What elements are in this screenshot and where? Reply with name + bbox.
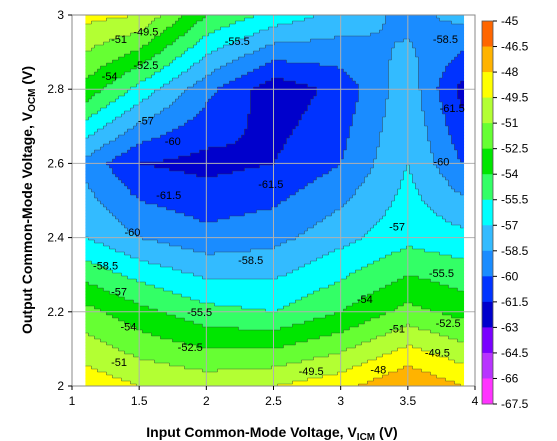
color-scale-label: -66: [501, 371, 519, 385]
y-tick-label: 2.2: [47, 305, 64, 319]
color-scale-label: -51: [501, 116, 519, 130]
color-scale-label: -61.5: [501, 295, 529, 309]
color-scale-band: [482, 250, 493, 277]
color-scale-band: [482, 123, 493, 150]
color-scale-band: [482, 199, 493, 226]
y-tick-label: 2.8: [47, 82, 64, 96]
x-tick-label: 4: [472, 394, 479, 408]
contour-label: -57: [389, 221, 405, 233]
contour-labels: -49.5 -51 -52.5 -54 -55.5 -57 -60 -61.5 -61.5 -60…: [93, 27, 465, 378]
x-tick-label: 1: [69, 394, 76, 408]
color-scale-band: [482, 352, 493, 379]
contour-label: -52.5: [436, 318, 461, 330]
x-axis-title: Input Common-Mode Voltage, VICM (V): [146, 424, 397, 441]
contour-label: -60: [165, 136, 181, 148]
contour-label: -49.5: [425, 348, 450, 360]
x-tick-label: 2: [203, 394, 210, 408]
contour-label: -58.5: [433, 34, 458, 46]
contour-label: -54: [357, 294, 373, 306]
x-tick-label: 2.5: [265, 394, 282, 408]
color-scale-band: [482, 378, 493, 405]
contour-label: -54: [120, 322, 136, 334]
color-scale-band: [482, 301, 493, 328]
color-scale-band: [482, 225, 493, 252]
contour-label: -51: [111, 34, 127, 46]
color-scale-band: [482, 276, 493, 303]
contour-label: -55.5: [225, 36, 250, 48]
color-scale-band: [482, 97, 493, 124]
contour-label: -61.5: [258, 179, 283, 191]
contour-label: -61.5: [156, 190, 181, 202]
color-scale-label: -57: [501, 218, 519, 232]
contour-label: -49.5: [133, 27, 158, 39]
contour-label: -58.5: [238, 255, 263, 267]
color-scale-band: [482, 174, 493, 201]
contour-label: -57: [138, 116, 154, 128]
contour-label: -55.5: [429, 268, 454, 280]
color-scale-label: -64.5: [501, 346, 529, 360]
y-axis-title: Output Common-Mode Voltage, VOCM (V): [19, 66, 38, 334]
contour-label: -49.5: [299, 366, 324, 378]
contour-label: -61.5: [440, 103, 465, 115]
contour-label: -52.5: [178, 342, 203, 354]
color-scale-label: -49.5: [501, 91, 529, 105]
color-scale-label: -54: [501, 167, 519, 181]
y-axis-ticks: 2 2.2 2.4 2.6 2.8 3: [47, 8, 72, 393]
color-scale-band: [482, 72, 493, 99]
y-tick-label: 2.6: [47, 156, 64, 170]
contour-label: -60: [433, 157, 449, 169]
contour-label: -57: [111, 286, 127, 298]
color-scale-frame: [481, 20, 494, 405]
color-scale-label: -63: [501, 320, 519, 334]
x-axis-ticks: 1 1.5 2 2.5 3 3.5 4: [69, 386, 479, 408]
x-tick-label: 3.5: [399, 394, 416, 408]
color-scale-label: -55.5: [501, 193, 529, 207]
color-scale-label: -45: [501, 14, 519, 28]
color-scale-label: -67.5: [501, 397, 529, 411]
contour-label: -58.5: [93, 260, 118, 272]
color-scale-label: -60: [501, 269, 519, 283]
contour-label: -55.5: [187, 307, 212, 319]
y-tick-label: 3: [57, 8, 64, 22]
color-scale: -45 -46.5 -48 -49.5 -51 -52.5 -54 -55.5 -57 -58.5…: [481, 14, 529, 411]
color-scale-band: [482, 46, 493, 73]
color-scale-band: [482, 327, 493, 354]
x-tick-label: 1.5: [131, 394, 148, 408]
color-scale-label: -46.5: [501, 40, 529, 54]
contour-label: -54: [102, 71, 118, 83]
y-tick-label: 2.4: [47, 231, 64, 245]
color-scale-band: [482, 148, 493, 175]
y-tick-label: 2: [57, 379, 64, 393]
x-tick-label: 3: [337, 394, 344, 408]
contour-label: -51: [389, 323, 405, 335]
contour-label: -52.5: [133, 60, 158, 72]
contour-label: -60: [124, 227, 140, 239]
color-scale-label: -52.5: [501, 142, 529, 156]
contour-fill: [85, 15, 465, 386]
color-scale-label: -48: [501, 65, 519, 79]
color-scale-label: -58.5: [501, 244, 529, 258]
contour-label: -48: [370, 364, 386, 376]
color-scale-band: [482, 21, 493, 48]
contour-label: -51: [111, 357, 127, 369]
